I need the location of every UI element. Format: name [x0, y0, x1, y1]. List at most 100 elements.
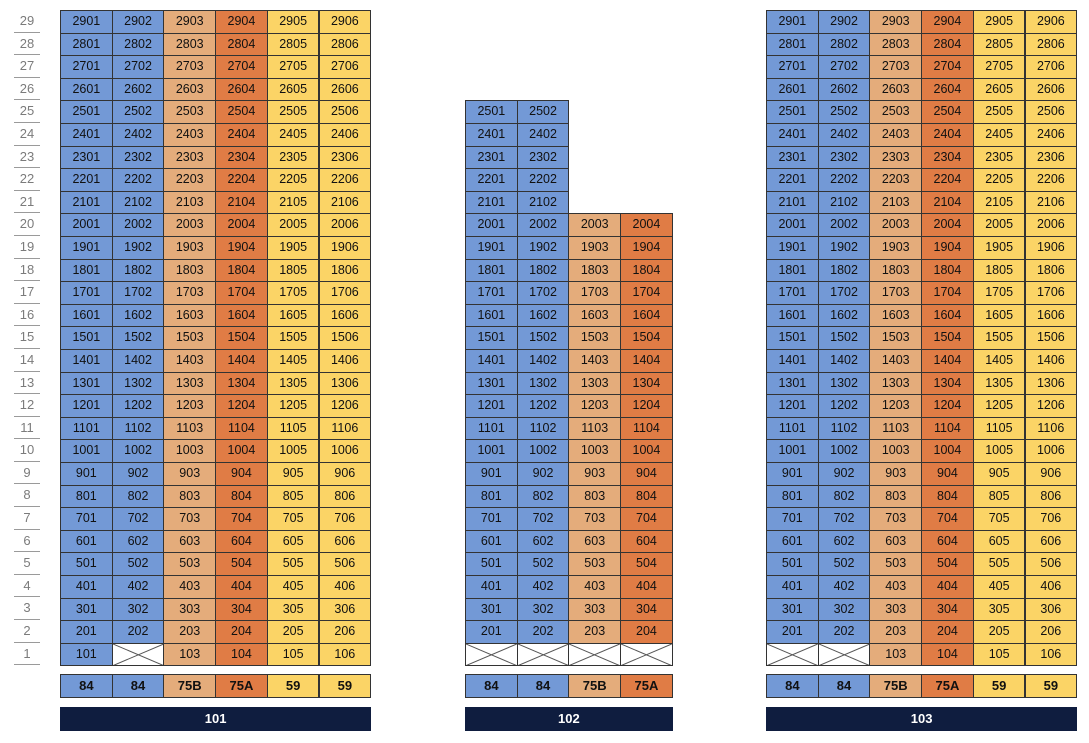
- floor-label: 3: [14, 597, 40, 621]
- unit-cell: 1301: [766, 371, 819, 396]
- unit-cell: 1604: [620, 303, 673, 328]
- unit-cell: 203: [869, 620, 923, 644]
- unit-cell: 405: [972, 575, 1026, 599]
- unit-cell: 404: [921, 575, 974, 599]
- unit-cell: 203: [568, 620, 622, 644]
- unit-cell: 1102: [817, 416, 871, 441]
- unit-cell: 1701: [465, 281, 518, 305]
- unit-cell: 803: [163, 484, 217, 509]
- unit-cell: 1304: [620, 371, 673, 396]
- unit-cell: 1905: [266, 236, 320, 260]
- unit-cell: 1103: [163, 416, 217, 441]
- building-label: 102: [465, 707, 673, 732]
- unit-cell: 206: [318, 620, 372, 644]
- unit-cell: 2603: [163, 77, 217, 102]
- unit-cell: 2101: [766, 190, 819, 215]
- unit-cell: 1602: [111, 303, 165, 328]
- unit-cell: 1001: [766, 439, 819, 463]
- unit-cell: 1503: [163, 326, 217, 350]
- unit-cell: 1004: [215, 439, 268, 463]
- unit-cell: 2902: [817, 10, 871, 34]
- unit-cell: 204: [215, 620, 268, 644]
- unit-cell: 1106: [318, 416, 372, 441]
- unit-cell: 702: [111, 507, 165, 531]
- unit-cell: 2905: [972, 10, 1026, 34]
- unit-cell: 2401: [465, 123, 518, 147]
- unit-cell: 801: [465, 484, 518, 509]
- unit-cell: 1404: [215, 349, 268, 373]
- unit-cell: 2403: [163, 123, 217, 147]
- unit-cell: 2606: [318, 77, 372, 102]
- unit-cell: 1205: [972, 394, 1026, 418]
- unit-cell: 1903: [163, 236, 217, 260]
- unit-cell: 202: [516, 620, 570, 644]
- unit-cell: 905: [266, 462, 320, 486]
- unit-type-cell: 84: [817, 674, 871, 698]
- unit-cell: 1301: [465, 371, 518, 396]
- unit-cell: 103: [163, 642, 217, 667]
- unit-cell: 602: [817, 529, 871, 554]
- unit-cell: 2204: [215, 168, 268, 192]
- unit-cell: 1003: [568, 439, 622, 463]
- unit-cell: 403: [568, 575, 622, 599]
- unit-cell: 206: [1024, 620, 1078, 644]
- unit-cell: 2803: [163, 32, 217, 57]
- unit-cell: 2706: [318, 55, 372, 79]
- unit-cell: 2701: [766, 55, 819, 79]
- unit-cell: 1306: [318, 371, 372, 396]
- unit-cell: 1702: [516, 281, 570, 305]
- unit-cell: 2802: [817, 32, 871, 57]
- unit-cell: 502: [817, 552, 871, 576]
- floor-label: 27: [14, 55, 40, 78]
- unit-cell: 2101: [465, 190, 518, 215]
- unit-cell: 1603: [568, 303, 622, 328]
- unit-cell: 2505: [266, 100, 320, 124]
- unit-cell: 2406: [318, 123, 372, 147]
- unit-type-cell: 84: [766, 674, 819, 698]
- unit-cell: 2202: [817, 168, 871, 192]
- unit-cell: 1501: [465, 326, 518, 350]
- unit-cell: 2805: [266, 32, 320, 57]
- unit-cell: 401: [766, 575, 819, 599]
- unit-cell: 704: [215, 507, 268, 531]
- unit-type-cell: 59: [318, 674, 372, 698]
- unit-type-cell: 75A: [215, 674, 268, 698]
- unit-cell: 2904: [215, 10, 268, 34]
- unit-cell: 402: [817, 575, 871, 599]
- unit-cell: 705: [972, 507, 1026, 531]
- unit-type-cell: 75B: [568, 674, 622, 698]
- unit-cell: 2306: [318, 145, 372, 170]
- floor-label: 28: [14, 33, 40, 56]
- unit-cell: 1802: [111, 258, 165, 283]
- unit-cell-empty: [568, 642, 622, 667]
- unit-cell: 2201: [60, 168, 113, 192]
- unit-cell: 2503: [163, 100, 217, 124]
- unit-cell: 504: [620, 552, 673, 576]
- unit-cell: 2101: [60, 190, 113, 215]
- unit-cell: 1101: [766, 416, 819, 441]
- unit-cell: 1101: [60, 416, 113, 441]
- unit-cell: 204: [620, 620, 673, 644]
- unit-cell: 605: [266, 529, 320, 554]
- unit-cell: 2104: [215, 190, 268, 215]
- unit-cell: 1806: [318, 258, 372, 283]
- unit-cell: 106: [318, 642, 372, 667]
- unit-cell: 2506: [1024, 100, 1078, 124]
- unit-cell: 305: [972, 597, 1026, 622]
- unit-cell: 1206: [1024, 394, 1078, 418]
- unit-cell: 506: [1024, 552, 1078, 576]
- unit-cell: 1501: [766, 326, 819, 350]
- unit-cell-empty: [620, 642, 673, 667]
- unit-cell: 602: [516, 529, 570, 554]
- unit-cell: 602: [111, 529, 165, 554]
- unit-cell-empty: [516, 642, 570, 667]
- floor-label: 16: [14, 304, 40, 327]
- unit-cell: 1506: [1024, 326, 1078, 350]
- unit-cell: 1205: [266, 394, 320, 418]
- unit-cell: 301: [60, 597, 113, 622]
- unit-cell: 2003: [568, 213, 622, 237]
- unit-cell: 1505: [266, 326, 320, 350]
- unit-cell: 2903: [869, 10, 923, 34]
- unit-cell: 204: [921, 620, 974, 644]
- unit-cell: 1703: [869, 281, 923, 305]
